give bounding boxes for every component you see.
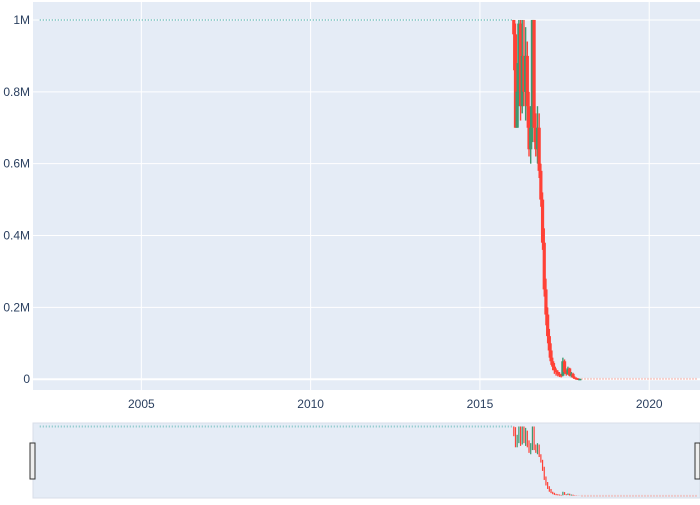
- candle-body: [515, 91, 519, 128]
- x-tick-label: 2020: [636, 397, 663, 411]
- candle-body: [554, 370, 558, 373]
- candle-body: [524, 55, 528, 92]
- candle-body: [518, 23, 523, 107]
- candle-body: [549, 350, 553, 362]
- range-slider-right-handle[interactable]: [694, 442, 700, 480]
- y-tick-label: 0: [23, 372, 30, 386]
- candle-body: [573, 377, 577, 379]
- flat-segment-markers: [39, 18, 697, 380]
- candle-body: [552, 366, 557, 371]
- x-tick-label: 2005: [128, 397, 155, 411]
- candle-body: [556, 372, 560, 374]
- x-axis-ticks: 2005 2010 2015 2020: [128, 397, 663, 411]
- x-tick-label: 2010: [297, 397, 324, 411]
- candle-body: [540, 199, 545, 243]
- candle-body: [520, 55, 524, 107]
- candle-body: [559, 374, 563, 377]
- range-slider-area[interactable]: [33, 423, 700, 498]
- candle-body: [530, 19, 535, 128]
- candle-body: [578, 378, 582, 381]
- candle-body: [561, 361, 565, 376]
- candle-body: [512, 19, 516, 35]
- candle-body: [562, 361, 567, 373]
- candle-body: [542, 242, 546, 290]
- y-tick-label: 1M: [13, 13, 30, 27]
- candle-body: [551, 361, 555, 367]
- candle-series: [512, 19, 582, 381]
- y-tick-label: 0.2M: [3, 300, 30, 314]
- candle-body: [547, 336, 551, 351]
- candle-body: [576, 378, 580, 381]
- candle-body: [546, 314, 550, 337]
- candle-body: [571, 373, 575, 378]
- candle-body: [527, 106, 531, 150]
- grid-lines: [33, 2, 700, 390]
- candle-body: [522, 55, 526, 92]
- candle-body: [525, 55, 529, 107]
- candle-body: [529, 127, 533, 150]
- y-axis-ticks: 0 0.2M 0.4M 0.6M 0.8M 1M: [3, 13, 30, 386]
- candle-body: [535, 127, 540, 150]
- candle-body: [568, 368, 572, 376]
- candle-body: [534, 127, 538, 150]
- candle-body: [532, 19, 536, 128]
- candle-body: [544, 289, 548, 315]
- range-slider-left-handle[interactable]: [29, 442, 36, 480]
- y-tick-label: 0.4M: [3, 229, 30, 243]
- y-tick-label: 0.8M: [3, 85, 30, 99]
- y-tick-label: 0.6M: [3, 157, 30, 171]
- candle-body: [566, 368, 570, 374]
- candle-body: [569, 373, 573, 376]
- main-plot-area: [33, 2, 700, 390]
- candle-body: [517, 23, 521, 92]
- candle-body: [537, 127, 541, 171]
- candle-body: [574, 378, 579, 380]
- candle-body: [564, 372, 568, 374]
- candle-body: [557, 373, 562, 376]
- candle-body: [539, 170, 543, 200]
- x-tick-label: 2015: [467, 397, 494, 411]
- candle-body: [513, 34, 518, 128]
